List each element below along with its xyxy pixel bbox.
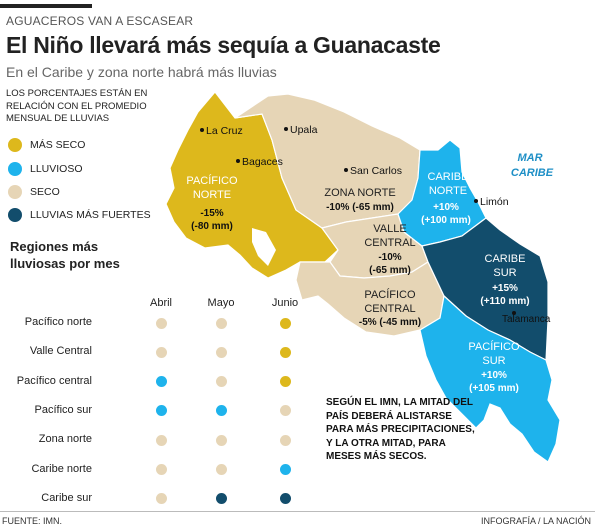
label-pacifico-sur-pct: +10% xyxy=(481,370,507,381)
percent-note: LOS PORCENTAJES ESTÁN EN RELACIÓN CON EL… xyxy=(6,88,148,124)
page-title: El Niño llevará más sequía a Guanacaste xyxy=(6,32,441,58)
label-caribe-norte-pct: +10% xyxy=(433,202,459,213)
grid-row-label: Caribe sur xyxy=(41,491,92,504)
grid-dot xyxy=(155,493,167,505)
grid-row-label: Pacífico central xyxy=(16,374,92,387)
grid-dot xyxy=(155,405,167,417)
nicoya-gulf xyxy=(252,228,276,266)
grid-row-label: Caribe norte xyxy=(31,462,92,475)
legend-label: LLUVIOSO xyxy=(30,163,83,175)
grid-dot xyxy=(215,464,227,475)
grid-dot xyxy=(215,434,227,446)
grid-row-label: Zona norte xyxy=(38,433,92,446)
grid-dot xyxy=(155,464,167,475)
grid-dot xyxy=(155,376,167,388)
months-grid-heading: Regiones más lluviosas por mes xyxy=(10,239,120,271)
label-caribe-sur-2: SUR xyxy=(493,267,516,279)
page-subtitle: En el Caribe y zona norte habrá más lluv… xyxy=(6,64,277,80)
label-pacifico-central-2: CENTRAL xyxy=(364,303,415,315)
label-zona-norte-value: -10% (-65 mm) xyxy=(326,202,394,213)
grid-dot xyxy=(155,434,167,446)
label-caribe-sur-pct: +15% xyxy=(492,283,518,294)
city-dot-san-carlos xyxy=(344,168,348,172)
label-valle-central-pct: -10% xyxy=(378,252,401,263)
label-pacifico-norte-1: PACÍFICO xyxy=(186,174,238,187)
month-header-mayo: Mayo xyxy=(207,297,235,309)
legend-label: MÁS SECO xyxy=(30,139,86,151)
label-valle-central-mm: (-65 mm) xyxy=(369,265,411,276)
grid-dot xyxy=(279,317,291,329)
city-talamanca: Talamanca xyxy=(502,314,551,325)
grid-dot xyxy=(279,346,291,358)
legend-swatch xyxy=(8,162,22,176)
label-valle-central-1: VALLE xyxy=(373,223,406,235)
grid-dot xyxy=(279,464,291,475)
label-pacifico-sur-mm: (+105 mm) xyxy=(469,383,519,394)
label-pacifico-central-1: PACÍFICO xyxy=(364,288,416,301)
month-header-abril: Abril xyxy=(149,297,172,309)
grid-dot xyxy=(215,376,227,388)
label-caribe-norte-2: NORTE xyxy=(429,185,467,197)
legend-label: LLUVIAS MÁS FUERTES xyxy=(30,209,151,221)
city-dot-bagaces xyxy=(236,159,240,163)
label-caribe-norte-mm: (+100 mm) xyxy=(421,215,471,226)
label-pacifico-central-value: -5% (-45 mm) xyxy=(359,317,421,328)
city-dot-upala xyxy=(284,127,288,131)
legend-item-lluvias-fuertes: LLUVIAS MÁS FUERTES xyxy=(8,208,151,222)
city-upala: Upala xyxy=(290,124,318,136)
city-la-cruz: La Cruz xyxy=(206,125,243,137)
imn-quote: SEGÚN EL IMN, LA MITAD DEL PAÍS DEBERÁ A… xyxy=(326,397,475,462)
city-dot-talamanca xyxy=(512,311,516,315)
graphic-credit: INFOGRAFÍA / LA NACIÓN xyxy=(480,516,591,526)
city-limon: Limón xyxy=(480,196,509,208)
legend-swatch xyxy=(8,138,22,152)
grid-dot xyxy=(155,346,167,358)
city-bagaces: Bagaces xyxy=(242,156,283,168)
legend-item-seco: SECO xyxy=(8,185,60,199)
kicker: AGUACEROS VAN A ESCASEAR xyxy=(6,14,194,28)
label-pacifico-sur-1: PACÍFICO xyxy=(468,340,520,353)
legend-swatch xyxy=(8,208,22,222)
grid-dot xyxy=(279,493,291,505)
label-pacifico-norte-2: NORTE xyxy=(193,189,231,201)
label-pacifico-norte-pct: -15% xyxy=(200,208,223,219)
grid-dot xyxy=(215,346,227,358)
legend-swatch xyxy=(8,185,22,199)
source-credit: FUENTE: IMN. xyxy=(2,516,62,526)
sea-label-caribe: CARIBE xyxy=(511,167,554,179)
grid-dot xyxy=(279,376,291,388)
grid-row-label: Pacífico norte xyxy=(24,316,92,328)
grid-dot xyxy=(215,317,227,329)
grid-row-label: Valle Central xyxy=(29,345,92,358)
grid-dot xyxy=(279,405,291,417)
city-dot-la-cruz xyxy=(200,128,204,132)
grid-dot xyxy=(155,317,167,329)
legend-label: SECO xyxy=(30,186,60,198)
label-caribe-sur-1: CARIBE xyxy=(485,253,526,265)
grid-row-label: Pacífico sur xyxy=(34,403,92,416)
label-caribe-norte-1: CARIBE xyxy=(428,171,469,183)
grid-dot xyxy=(215,493,227,505)
label-caribe-sur-mm: (+110 mm) xyxy=(480,296,529,307)
legend-item-lluvioso: LLUVIOSO xyxy=(8,162,83,176)
label-valle-central-2: CENTRAL xyxy=(364,237,415,249)
footer-rule xyxy=(0,511,595,512)
grid-dot xyxy=(215,405,227,417)
grid-dot xyxy=(279,434,291,446)
kicker-rule xyxy=(0,4,92,8)
city-san-carlos: San Carlos xyxy=(350,165,402,177)
region-pacifico-sur xyxy=(419,294,561,463)
month-header-junio: Junio xyxy=(271,297,299,309)
label-pacifico-sur-2: SUR xyxy=(482,355,505,367)
legend-item-mas-seco: MÁS SECO xyxy=(8,138,85,152)
sea-label-mar: MAR xyxy=(517,152,542,164)
label-pacifico-norte-mm: (-80 mm) xyxy=(191,221,233,232)
label-zona-norte-1: ZONA NORTE xyxy=(324,187,395,199)
city-dot-limon xyxy=(474,199,478,203)
